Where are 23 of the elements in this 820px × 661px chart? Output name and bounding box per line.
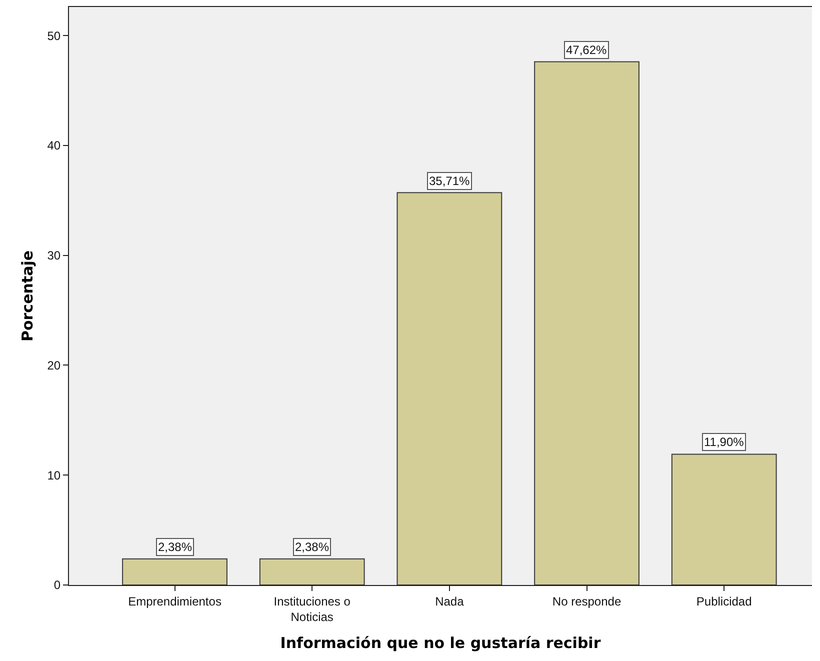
data-label: 2,38% xyxy=(158,540,192,554)
y-tick-label: 20 xyxy=(47,358,61,372)
x-axis-title: Información que no le gustaría recibir xyxy=(280,634,602,652)
bar xyxy=(671,454,777,585)
bar xyxy=(396,192,502,585)
x-tick-label: Emprendimientos xyxy=(128,594,222,608)
bar xyxy=(259,558,365,585)
x-tick-label: Nada xyxy=(435,594,464,608)
y-tick-label: 40 xyxy=(47,138,61,153)
bar xyxy=(122,558,228,585)
x-tick-label: Instituciones o Noticias xyxy=(274,594,351,624)
data-label: 35,71% xyxy=(429,174,470,188)
y-tick-label: 30 xyxy=(47,248,61,263)
data-label: 11,90% xyxy=(704,435,744,449)
x-tick-label: Publicidad xyxy=(696,594,752,608)
x-tick-label: No responde xyxy=(552,594,622,608)
data-label: 2,38% xyxy=(295,540,330,554)
data-label: 47,62% xyxy=(566,43,608,57)
bar xyxy=(534,61,640,585)
y-axis-title: Porcentaje xyxy=(18,250,36,342)
y-tick-label: 50 xyxy=(47,28,61,43)
y-tick-label: 10 xyxy=(47,468,61,482)
y-tick-label: 0 xyxy=(54,578,61,592)
